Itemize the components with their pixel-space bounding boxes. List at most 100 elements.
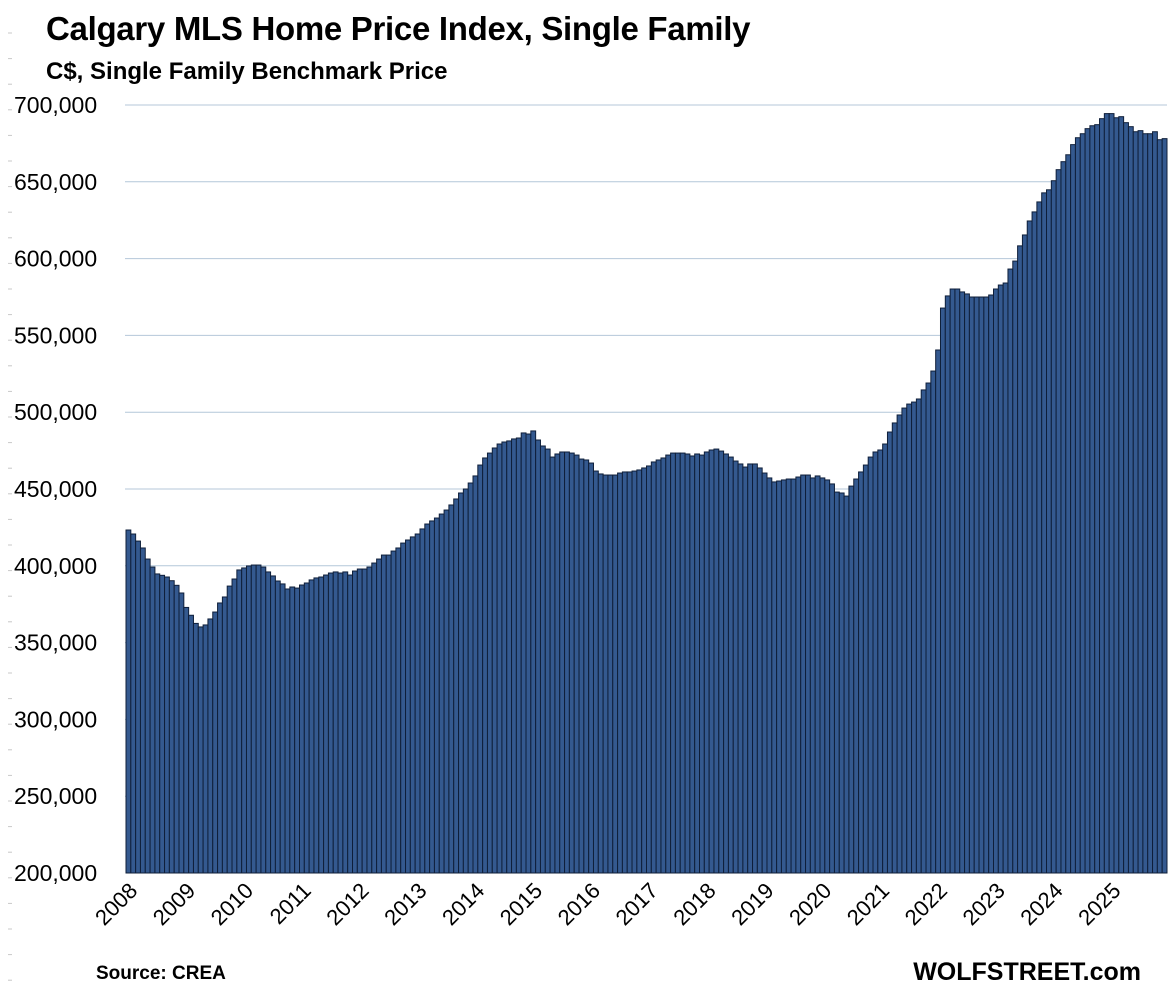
bar <box>308 579 315 874</box>
bar <box>424 523 431 874</box>
x-tick-label: 2009 <box>148 878 200 930</box>
bar <box>780 479 787 874</box>
bar <box>1156 139 1163 874</box>
bar <box>973 296 980 874</box>
bar <box>819 477 826 874</box>
bar <box>1074 137 1081 874</box>
bar <box>993 288 999 874</box>
chart-title: Calgary MLS Home Price Index, Single Fam… <box>46 10 751 47</box>
x-tick-label: 2011 <box>265 878 316 929</box>
bar <box>443 509 450 874</box>
y-tick-label: 350,000 <box>14 630 97 656</box>
x-tick-label: 2023 <box>958 878 1010 930</box>
bar <box>723 453 729 874</box>
bar <box>833 491 840 874</box>
bar <box>621 471 628 874</box>
bar <box>1099 118 1105 874</box>
bar <box>858 471 864 874</box>
bar <box>164 576 170 874</box>
bar <box>964 293 970 874</box>
bar <box>790 478 797 874</box>
bar <box>756 467 763 874</box>
bar <box>602 474 609 874</box>
bar <box>255 564 262 874</box>
bar <box>511 438 517 874</box>
bar <box>390 550 397 874</box>
bar <box>294 587 300 874</box>
bar <box>530 430 537 874</box>
bar <box>356 568 363 874</box>
bar <box>173 584 180 874</box>
y-tick-label: 700,000 <box>14 92 97 118</box>
bar <box>699 454 705 874</box>
bar <box>515 437 522 874</box>
y-tick-label: 400,000 <box>14 553 97 579</box>
bar <box>318 576 325 874</box>
bar <box>332 571 339 874</box>
bar <box>930 370 937 874</box>
x-axis-labels: 2008 2009 2010 2011 2012 2013 2014 2015 2016 2017… <box>90 878 1125 930</box>
bar <box>448 504 455 874</box>
bar <box>144 558 151 874</box>
bar <box>896 414 903 874</box>
bar <box>583 459 590 874</box>
bar <box>405 539 411 874</box>
x-tick-label: 2013 <box>379 878 431 930</box>
bar <box>506 440 513 874</box>
bar <box>313 577 320 874</box>
bar <box>1123 122 1129 874</box>
x-tick-label: 2016 <box>553 878 605 930</box>
bar <box>1041 192 1048 874</box>
bar <box>154 573 161 874</box>
y-tick-label: 500,000 <box>14 399 97 425</box>
bar <box>1084 128 1091 874</box>
bar <box>631 470 638 874</box>
bar <box>997 284 1004 874</box>
left-edge-tick-marks <box>8 32 12 981</box>
bar <box>988 294 994 874</box>
bar <box>1046 189 1052 874</box>
bar <box>400 542 407 874</box>
bar <box>882 443 888 874</box>
bar <box>139 547 146 874</box>
bar <box>737 463 744 874</box>
bar <box>617 472 623 874</box>
bar <box>135 540 141 874</box>
bar <box>414 533 421 874</box>
bar <box>501 441 508 874</box>
bar <box>202 624 209 874</box>
x-tick-label: 2014 <box>437 878 489 930</box>
bar <box>1147 133 1154 874</box>
bar <box>1113 117 1120 874</box>
bar <box>1060 161 1067 874</box>
bar <box>650 461 657 874</box>
bar <box>462 488 469 874</box>
bar <box>843 495 850 874</box>
bar <box>549 456 556 874</box>
source-note: Source: CREA <box>96 963 226 984</box>
y-tick-label: 200,000 <box>14 860 97 886</box>
bar <box>703 451 710 874</box>
bar <box>1127 126 1134 874</box>
bar <box>1108 113 1115 874</box>
bar <box>376 558 382 874</box>
bar <box>752 463 758 874</box>
x-tick-label: 2015 <box>495 878 547 930</box>
bar <box>636 469 643 874</box>
bar <box>1118 116 1125 874</box>
bar <box>385 554 392 874</box>
bar <box>646 465 652 874</box>
bar <box>380 554 387 874</box>
bar <box>612 474 619 874</box>
y-tick-label: 250,000 <box>14 783 97 809</box>
bar <box>891 422 898 874</box>
bar <box>453 498 460 874</box>
bar <box>303 582 310 874</box>
brand-watermark: WOLFSTREET.com <box>913 958 1141 986</box>
bar <box>236 569 243 874</box>
bar <box>130 533 137 874</box>
x-tick-label: 2010 <box>206 878 258 930</box>
bar <box>670 452 676 874</box>
bar <box>626 471 633 874</box>
bar <box>800 474 807 874</box>
